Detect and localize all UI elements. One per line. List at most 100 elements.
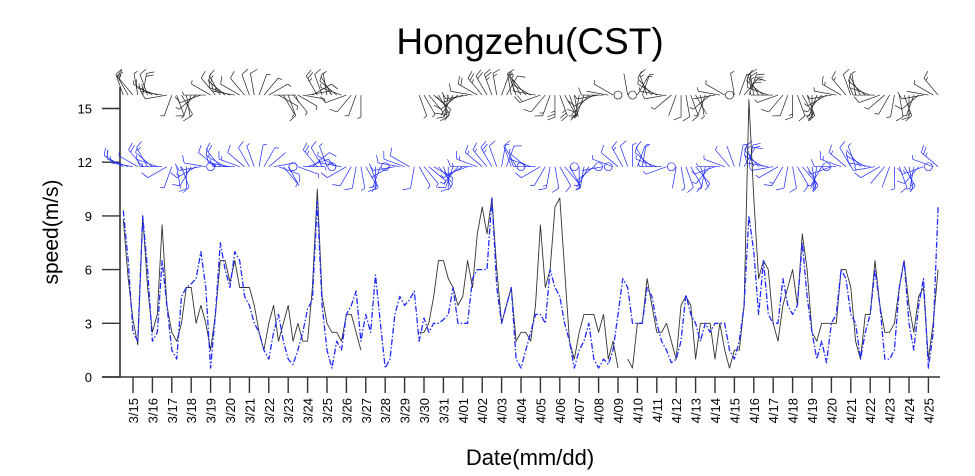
barb-shaft: [882, 167, 890, 188]
barb-feather: [753, 143, 761, 145]
barb-feather: [138, 147, 141, 150]
x-tick-label: 4/01: [456, 398, 471, 423]
barb-shaft: [646, 167, 667, 175]
barb-feather: [594, 80, 595, 84]
barb-feather: [228, 145, 231, 153]
barb-feather: [875, 114, 879, 115]
barb-feather: [440, 182, 444, 183]
barb-feather: [183, 155, 185, 163]
barb-shaft: [704, 159, 725, 167]
y-tick-label: 0: [85, 370, 92, 385]
barb-shaft: [269, 153, 286, 167]
barb-feather: [130, 145, 134, 152]
barb-feather: [646, 144, 650, 145]
wind-barbs: [104, 69, 938, 192]
barb-feather: [104, 148, 105, 156]
barb-shaft: [476, 76, 487, 95]
x-tick-label: 3/22: [262, 398, 277, 423]
barb-feather: [309, 78, 312, 81]
observed-speed-line: [123, 100, 938, 369]
barb-shaft: [624, 73, 628, 95]
barb-shaft: [521, 167, 540, 178]
barb-feather: [651, 107, 655, 109]
barb-feather: [683, 117, 690, 121]
barb-feather: [473, 143, 477, 150]
barb-feather: [307, 151, 309, 155]
barb-shaft: [565, 95, 576, 114]
barb-feather: [831, 151, 832, 155]
barb-feather: [715, 146, 717, 150]
barb-shaft: [871, 167, 885, 184]
barb-shaft: [565, 167, 579, 184]
barb-feather: [263, 144, 267, 145]
barb-feather: [472, 79, 474, 83]
x-tick-label: 3/17: [165, 398, 180, 423]
barb-feather: [147, 72, 155, 74]
x-tick-label: 3/29: [398, 398, 413, 423]
barb-feather: [708, 184, 710, 188]
barb-feather: [171, 173, 177, 178]
barb-feather: [811, 159, 814, 166]
barb-feather: [486, 77, 489, 80]
barb-feather: [504, 141, 510, 146]
observed-wind-barbs: [116, 69, 938, 121]
barb-feather: [897, 181, 905, 184]
barb-feather: [432, 114, 435, 117]
barb-feather: [493, 69, 500, 73]
barb-shaft: [686, 95, 690, 117]
barb-feather: [176, 107, 180, 109]
barb-feather: [547, 117, 554, 120]
barb-feather: [484, 150, 487, 153]
barb-feather: [834, 77, 836, 81]
x-tick-label: 4/02: [475, 398, 490, 423]
barb-feather: [449, 83, 451, 91]
x-tick-label: 4/17: [766, 398, 781, 423]
barb-feather: [278, 78, 282, 79]
barb-feather: [832, 71, 836, 78]
x-tick-label: 4/18: [786, 398, 801, 423]
barb-feather: [316, 106, 317, 110]
x-tick-label: 3/23: [281, 398, 296, 423]
barb-feather: [215, 88, 216, 92]
y-axis-label: speed(m/s): [40, 179, 63, 284]
barb-shaft: [575, 95, 589, 112]
barb-shaft: [672, 167, 676, 189]
calm-circle: [629, 91, 637, 99]
barb-shaft: [264, 148, 275, 167]
barb-feather: [209, 153, 210, 157]
barb-shaft: [468, 78, 482, 95]
x-tick-label: 3/30: [417, 398, 432, 423]
barb-feather: [315, 69, 321, 74]
barb-feather: [323, 71, 326, 73]
barb-shaft: [134, 73, 138, 95]
barb-shaft: [327, 167, 346, 178]
calm-circle: [726, 91, 734, 99]
x-tick-label: 4/12: [669, 398, 684, 423]
barb-shaft: [815, 91, 837, 95]
x-tick-label: 4/08: [592, 398, 607, 423]
barb-feather: [891, 189, 895, 190]
x-tick-label: 4/07: [572, 398, 587, 423]
barb-feather: [129, 143, 133, 150]
barb-shaft: [698, 91, 720, 95]
barb-feather: [288, 84, 291, 87]
barb-feather: [296, 184, 298, 188]
y-tick-label: 15: [78, 102, 92, 117]
barb-feather: [690, 107, 694, 109]
barb-feather: [136, 149, 137, 153]
barb-feather: [701, 117, 704, 119]
x-tick-label: 4/15: [727, 398, 742, 423]
barb-shaft: [512, 78, 526, 95]
x-tick-label: 3/27: [359, 398, 374, 423]
barb-shaft: [283, 95, 294, 114]
barb-shaft: [752, 167, 774, 171]
barb-feather: [329, 153, 336, 157]
barb-feather: [530, 185, 534, 186]
barb-feather: [332, 185, 340, 186]
barb-feather: [211, 76, 214, 79]
x-tick-label: 4/19: [805, 398, 820, 423]
barb-feather: [601, 145, 604, 153]
barb-feather: [512, 75, 514, 79]
barb-feather: [369, 164, 373, 171]
x-tick-label: 4/11: [650, 398, 665, 422]
